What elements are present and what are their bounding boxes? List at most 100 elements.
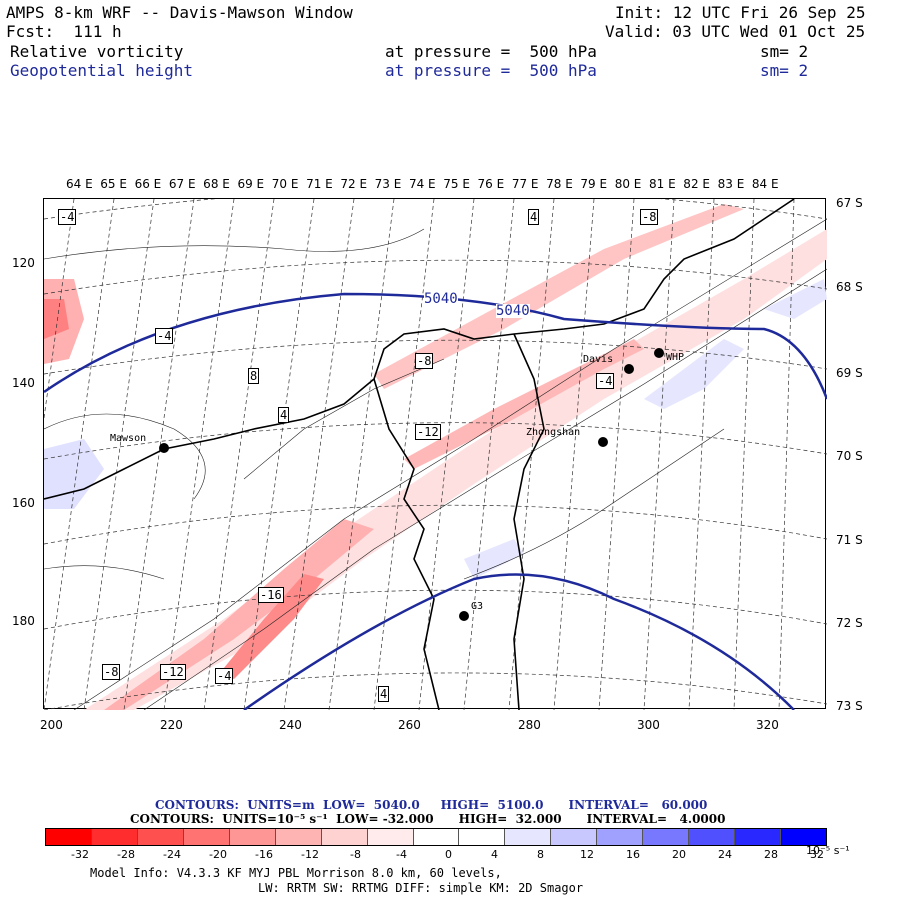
geopotential-contour-south bbox=[243, 573, 795, 712]
y-tick-label: 120 bbox=[12, 256, 35, 270]
color-bar-cell bbox=[643, 829, 690, 845]
vort-label: -4 bbox=[58, 209, 77, 225]
field2-smoothing: sm= 2 bbox=[760, 61, 809, 80]
color-bar-cell bbox=[597, 829, 644, 845]
x-tick-label: 220 bbox=[160, 718, 183, 732]
station-dot-mawson bbox=[159, 443, 169, 453]
color-bar-cell bbox=[689, 829, 736, 845]
vort-label: -8 bbox=[415, 353, 434, 369]
graticule bbox=[3, 188, 828, 711]
vort-label: -8 bbox=[640, 209, 659, 225]
station-dot-g3 bbox=[459, 611, 469, 621]
valid-time: Valid: 03 UTC Wed 01 Oct 25 bbox=[605, 22, 866, 41]
lat-label: 72 S bbox=[836, 616, 863, 630]
vort-label: 4 bbox=[378, 686, 390, 702]
field1-smoothing: sm= 2 bbox=[760, 42, 809, 61]
x-tick-label: 260 bbox=[398, 718, 421, 732]
coastline bbox=[43, 198, 795, 500]
vort-label: -12 bbox=[415, 424, 441, 440]
color-bar-label: -24 bbox=[163, 848, 181, 861]
map-panel bbox=[3, 188, 829, 712]
color-bar-unit: 10⁻⁵ s⁻¹ bbox=[806, 844, 850, 857]
y-tick-label: 140 bbox=[12, 376, 35, 390]
x-tick-label: 300 bbox=[637, 718, 660, 732]
x-tick-label: 200 bbox=[40, 718, 63, 732]
color-bar bbox=[45, 828, 827, 846]
vort-label: -8 bbox=[102, 664, 121, 680]
model-physics: LW: RRTM SW: RRTMG DIFF: simple KM: 2D S… bbox=[258, 881, 584, 895]
x-tick-label: 320 bbox=[756, 718, 779, 732]
station-label-mawson: Mawson bbox=[110, 433, 147, 444]
lat-label: 69 S bbox=[836, 366, 863, 380]
vort-label: 8 bbox=[248, 368, 260, 384]
station-dot-zhongshan bbox=[598, 437, 608, 447]
field1-name: Relative vorticity bbox=[10, 42, 184, 61]
y-tick-label: 180 bbox=[12, 614, 35, 628]
color-bar-cell bbox=[321, 829, 368, 845]
vort-label: -12 bbox=[160, 664, 186, 680]
color-bar-label: 32 bbox=[810, 848, 824, 861]
color-bar-label: 24 bbox=[718, 848, 732, 861]
color-bar-cell bbox=[229, 829, 276, 845]
station-dot-davis bbox=[624, 364, 634, 374]
vorticity-shading bbox=[44, 204, 827, 710]
color-bar-cell bbox=[551, 829, 598, 845]
color-bar-label: 12 bbox=[580, 848, 594, 861]
height-label-5040-b: 5040 bbox=[496, 303, 530, 319]
lat-label: 67 S bbox=[836, 196, 863, 210]
vort-label: 4 bbox=[278, 407, 290, 423]
contours-height-info: CONTOURS: UNITS=m LOW= 5040.0 HIGH= 5100… bbox=[155, 798, 708, 812]
color-bar-label: -28 bbox=[117, 848, 135, 861]
color-bar-cell bbox=[46, 829, 92, 845]
field2-name: Geopotential height bbox=[10, 61, 194, 80]
color-bar-cell bbox=[183, 829, 230, 845]
color-bar-label: 16 bbox=[626, 848, 640, 861]
color-bar-cell bbox=[735, 829, 781, 845]
color-bar-label: -20 bbox=[209, 848, 227, 861]
color-bar-cell bbox=[505, 829, 552, 845]
station-label-whp: WHP bbox=[666, 352, 685, 363]
lat-label: 71 S bbox=[836, 533, 863, 547]
vort-label: 4 bbox=[528, 209, 540, 225]
longitude-labels: 64 E 65 E 66 E 67 E 68 E 69 E 70 E 71 E … bbox=[66, 177, 779, 191]
model-info: Model Info: V4.3.3 KF MYJ PBL Morrison 8… bbox=[90, 866, 502, 880]
vorticity-contours bbox=[43, 218, 828, 711]
height-label-5040-a: 5040 bbox=[424, 291, 458, 307]
lat-label: 73 S bbox=[836, 699, 863, 713]
lat-label: 68 S bbox=[836, 280, 863, 294]
ice-shelf-edge-east bbox=[513, 333, 545, 711]
color-bar-label: -32 bbox=[71, 848, 89, 861]
color-bar-label: -12 bbox=[301, 848, 319, 861]
color-bar-cell bbox=[367, 829, 414, 845]
init-time: Init: 12 UTC Fri 26 Sep 25 bbox=[615, 3, 866, 22]
geopotential-contour-5040-north bbox=[43, 292, 829, 400]
station-dot-whp bbox=[654, 348, 664, 358]
color-bar-label: -4 bbox=[396, 848, 407, 861]
ice-shelf-edge-west bbox=[373, 378, 440, 711]
forecast-hour: Fcst: 111 h bbox=[6, 22, 122, 41]
color-bar-label: 28 bbox=[764, 848, 778, 861]
color-bar-label: -8 bbox=[350, 848, 361, 861]
map-canvas bbox=[3, 188, 829, 712]
color-bar-cell bbox=[413, 829, 460, 845]
field2-level: at pressure = 500 hPa bbox=[385, 61, 597, 80]
field1-level: at pressure = 500 hPa bbox=[385, 42, 597, 61]
station-label-zhongshan: Zhongshan bbox=[526, 427, 581, 438]
vort-label: -16 bbox=[258, 587, 284, 603]
color-bar-label: 4 bbox=[491, 848, 498, 861]
plot-title: AMPS 8-km WRF -- Davis-Mawson Window bbox=[6, 3, 353, 22]
color-bar-cell bbox=[137, 829, 184, 845]
station-label-g3: G3 bbox=[471, 601, 484, 612]
y-tick-label: 160 bbox=[12, 496, 35, 510]
color-bar-cell bbox=[459, 829, 506, 845]
color-bar-label: 0 bbox=[445, 848, 452, 861]
vort-label: -4 bbox=[596, 373, 615, 389]
x-tick-label: 240 bbox=[279, 718, 302, 732]
color-bar-label: -16 bbox=[255, 848, 273, 861]
vort-label: -4 bbox=[155, 328, 174, 344]
color-bar-cell bbox=[781, 829, 826, 845]
color-bar-label: 20 bbox=[672, 848, 686, 861]
color-bar-cell bbox=[275, 829, 322, 845]
lat-label: 70 S bbox=[836, 449, 863, 463]
contours-vorticity-info: CONTOURS: UNITS=10⁻⁵ s⁻¹ LOW= -32.000 HI… bbox=[130, 812, 726, 826]
